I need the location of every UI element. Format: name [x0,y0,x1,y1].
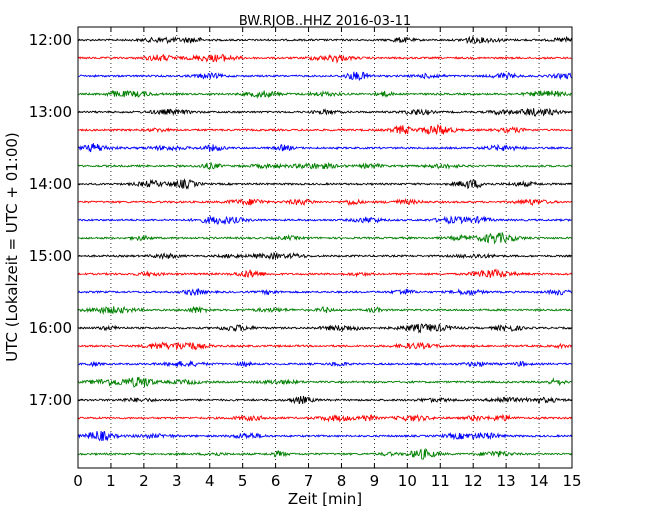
trace-20 [77,395,572,405]
trace-4 [77,107,572,117]
x-tick-label: 11 [431,472,450,490]
trace-22 [77,430,572,442]
axis-ticks [77,27,573,468]
traces [77,35,572,460]
y-tick-labels: 12:00 13:00 14:00 15:00 16:00 17:00 [29,31,72,409]
trace-12 [77,251,572,261]
trace-7 [77,161,572,171]
x-tick-label: 9 [370,472,380,490]
trace-21 [77,413,572,423]
trace-10 [77,215,572,225]
x-tick-label: 0 [73,472,83,490]
x-tick-label: 14 [530,472,549,490]
x-tick-label: 2 [139,472,149,490]
trace-8 [77,178,572,190]
trace-0 [77,35,572,45]
trace-9 [77,198,572,207]
x-tick-label: 5 [238,472,248,490]
trace-11 [77,231,572,245]
trace-19 [77,376,572,388]
trace-16 [77,323,572,334]
y-tick-label: 12:00 [29,31,72,49]
x-tick-label: 4 [205,472,215,490]
x-tick-label: 6 [271,472,281,490]
y-tick-label: 15:00 [29,247,72,265]
x-tick-label: 7 [304,472,314,490]
trace-15 [77,305,572,316]
trace-13 [77,268,572,279]
trace-5 [77,124,572,135]
trace-3 [77,89,572,99]
trace-6 [77,143,572,153]
x-axis-label: Zeit [min] [288,490,362,508]
x-tick-labels: 0 1 2 3 4 5 6 7 8 9 10 11 12 13 14 15 [73,472,581,490]
y-tick-label: 17:00 [29,391,72,409]
x-tick-label: 3 [172,472,182,490]
x-tick-label: 15 [562,472,581,490]
trace-17 [77,341,572,351]
trace-1 [77,53,572,64]
x-tick-label: 13 [497,472,516,490]
x-tick-label: 12 [464,472,483,490]
trace-23 [77,447,572,460]
trace-2 [77,71,572,81]
grid-lines [110,27,540,468]
x-tick-label: 10 [398,472,417,490]
y-tick-label: 14:00 [29,175,72,193]
y-tick-label: 16:00 [29,319,72,337]
x-tick-label: 1 [106,472,116,490]
plot-frame [77,26,573,469]
trace-14 [77,288,572,297]
x-tick-label: 8 [337,472,347,490]
y-tick-label: 13:00 [29,103,72,121]
trace-18 [77,359,572,368]
y-axis-label: UTC (Lokalzeit = UTC + 01:00) [3,132,21,362]
chart-title: BW.RJOB..HHZ 2016-03-11 [239,14,411,29]
